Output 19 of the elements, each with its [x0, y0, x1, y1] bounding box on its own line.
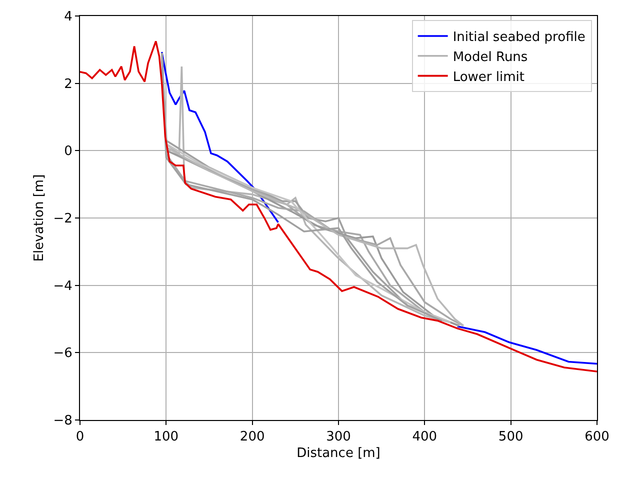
- y-tick-label: 2: [64, 76, 72, 92]
- y-tick-label: −4: [53, 278, 72, 294]
- x-tick-label: 100: [154, 430, 179, 445]
- x-tick-label: 500: [498, 430, 524, 445]
- x-tick-label: 400: [412, 430, 438, 445]
- y-tick-label: −2: [53, 212, 72, 227]
- x-tick-label: 0: [76, 430, 84, 445]
- y-axis-title: Elevation [m]: [32, 174, 48, 262]
- x-tick-label: 200: [240, 430, 265, 445]
- y-tick-label: −8: [53, 414, 72, 429]
- y-tick-label: −6: [53, 346, 72, 362]
- y-tick-label: 4: [64, 10, 72, 25]
- x-tick-label: 600: [584, 430, 610, 445]
- legend-label: Initial seabed profile: [452, 30, 586, 46]
- legend-label: Model Runs: [452, 50, 528, 65]
- y-tick-label: 0: [64, 144, 72, 160]
- x-axis-title: Distance [m]: [296, 446, 380, 462]
- x-tick-label: 300: [326, 430, 351, 445]
- legend-label: Lower limit: [452, 70, 524, 85]
